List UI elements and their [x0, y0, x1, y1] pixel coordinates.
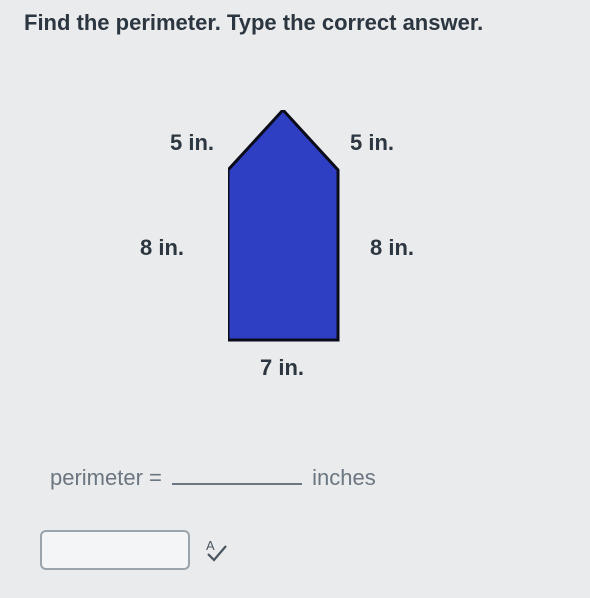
answer-suffix: inches	[312, 465, 376, 490]
answer-prompt: perimeter = inches	[50, 465, 376, 491]
answer-blank	[172, 483, 302, 485]
side-label-right: 8 in.	[370, 235, 414, 261]
input-row: A	[40, 530, 228, 570]
answer-prefix: perimeter =	[50, 465, 162, 490]
answer-input[interactable]	[40, 530, 190, 570]
question-title: Find the perimeter. Type the correct ans…	[24, 10, 483, 36]
pentagon-shape	[228, 110, 340, 345]
side-label-left: 8 in.	[140, 235, 184, 261]
svg-text:A: A	[206, 538, 215, 553]
figure-area: 5 in. 5 in. 8 in. 8 in. 7 in.	[80, 100, 510, 400]
side-label-top-left: 5 in.	[170, 130, 214, 156]
side-label-bottom: 7 in.	[260, 355, 304, 381]
check-icon[interactable]: A	[204, 538, 228, 562]
side-label-top-right: 5 in.	[350, 130, 394, 156]
